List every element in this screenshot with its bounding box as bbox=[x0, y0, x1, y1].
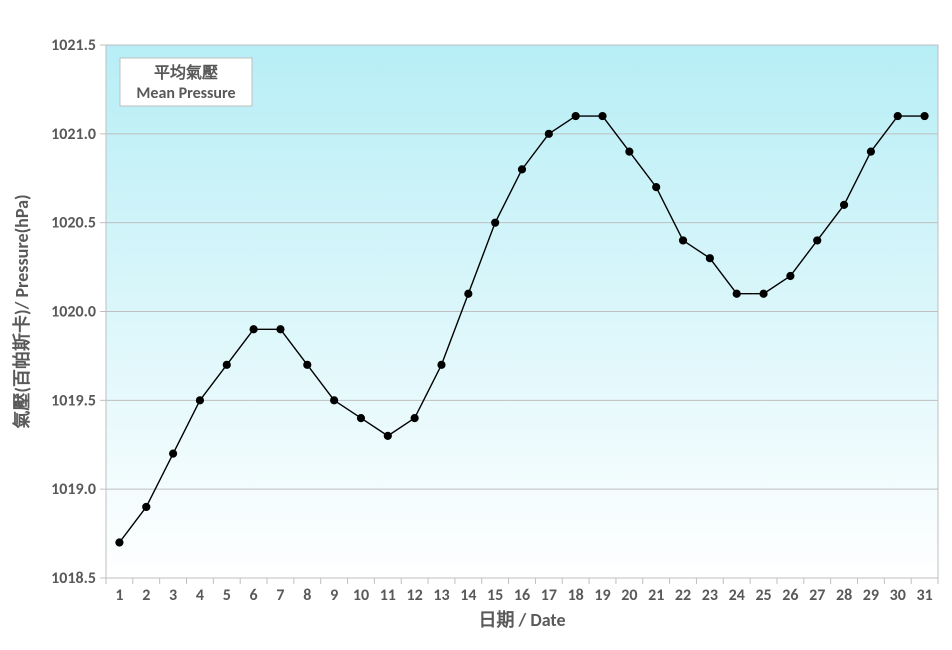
ytick-label: 1021.5 bbox=[51, 36, 96, 55]
data-point bbox=[411, 415, 418, 422]
ytick-label: 1021.0 bbox=[51, 125, 96, 144]
data-point bbox=[357, 415, 364, 422]
data-point bbox=[545, 130, 552, 137]
data-point bbox=[787, 272, 794, 279]
data-point bbox=[572, 112, 579, 119]
data-point bbox=[143, 503, 150, 510]
data-point bbox=[518, 166, 525, 173]
data-point bbox=[492, 219, 499, 226]
data-point bbox=[760, 290, 767, 297]
chart-svg: 1018.51019.01019.51020.01020.51021.01021… bbox=[0, 0, 952, 650]
ytick-label: 1020.5 bbox=[51, 214, 96, 233]
xtick-label: 19 bbox=[594, 586, 610, 605]
data-point bbox=[626, 148, 633, 155]
xtick-label: 22 bbox=[675, 586, 691, 605]
xtick-label: 3 bbox=[169, 586, 177, 605]
xtick-label: 4 bbox=[196, 586, 204, 605]
xtick-label: 7 bbox=[276, 586, 284, 605]
data-point bbox=[250, 326, 257, 333]
data-point bbox=[331, 397, 338, 404]
xtick-label: 31 bbox=[916, 586, 932, 605]
data-point bbox=[169, 450, 176, 457]
xtick-label: 2 bbox=[142, 586, 150, 605]
ytick-label: 1019.5 bbox=[51, 391, 96, 410]
xtick-label: 15 bbox=[487, 586, 503, 605]
xtick-label: 12 bbox=[407, 586, 423, 605]
data-point bbox=[706, 255, 713, 262]
xtick-label: 23 bbox=[702, 586, 718, 605]
x-axis-label: 日期 / Date bbox=[478, 609, 565, 631]
xtick-label: 16 bbox=[514, 586, 530, 605]
data-point bbox=[277, 326, 284, 333]
data-point bbox=[840, 201, 847, 208]
data-point bbox=[304, 361, 311, 368]
xtick-label: 17 bbox=[541, 586, 557, 605]
ytick-label: 1018.5 bbox=[51, 569, 96, 588]
data-point bbox=[894, 112, 901, 119]
xtick-label: 29 bbox=[863, 586, 879, 605]
xtick-label: 20 bbox=[621, 586, 637, 605]
data-point bbox=[116, 539, 123, 546]
xtick-label: 18 bbox=[568, 586, 584, 605]
xtick-label: 11 bbox=[380, 586, 396, 605]
xtick-label: 28 bbox=[836, 586, 852, 605]
data-point bbox=[384, 432, 391, 439]
data-point bbox=[438, 361, 445, 368]
xtick-label: 27 bbox=[809, 586, 825, 605]
xtick-label: 1 bbox=[115, 586, 123, 605]
y-axis-label: 氣壓(百帕斯卡)/ Pressure(hPa) bbox=[11, 194, 33, 428]
legend-line-2: Mean Pressure bbox=[136, 84, 235, 103]
xtick-label: 24 bbox=[729, 586, 745, 605]
xtick-label: 9 bbox=[330, 586, 338, 605]
data-point bbox=[733, 290, 740, 297]
data-point bbox=[223, 361, 230, 368]
ytick-label: 1020.0 bbox=[51, 303, 96, 322]
xtick-label: 14 bbox=[460, 586, 476, 605]
xtick-label: 8 bbox=[303, 586, 311, 605]
data-point bbox=[653, 184, 660, 191]
xtick-label: 30 bbox=[890, 586, 906, 605]
data-point bbox=[867, 148, 874, 155]
ytick-label: 1019.0 bbox=[51, 480, 96, 499]
data-point bbox=[921, 112, 928, 119]
data-point bbox=[599, 112, 606, 119]
data-point bbox=[196, 397, 203, 404]
data-point bbox=[465, 290, 472, 297]
legend-line-1: 平均氣壓 bbox=[154, 63, 218, 83]
pressure-chart: 1018.51019.01019.51020.01020.51021.01021… bbox=[0, 0, 952, 650]
xtick-label: 13 bbox=[433, 586, 449, 605]
data-point bbox=[814, 237, 821, 244]
xtick-label: 26 bbox=[782, 586, 798, 605]
data-point bbox=[679, 237, 686, 244]
xtick-label: 6 bbox=[250, 586, 258, 605]
xtick-label: 21 bbox=[648, 586, 664, 605]
xtick-label: 5 bbox=[223, 586, 231, 605]
xtick-label: 10 bbox=[353, 586, 369, 605]
xtick-label: 25 bbox=[755, 586, 771, 605]
